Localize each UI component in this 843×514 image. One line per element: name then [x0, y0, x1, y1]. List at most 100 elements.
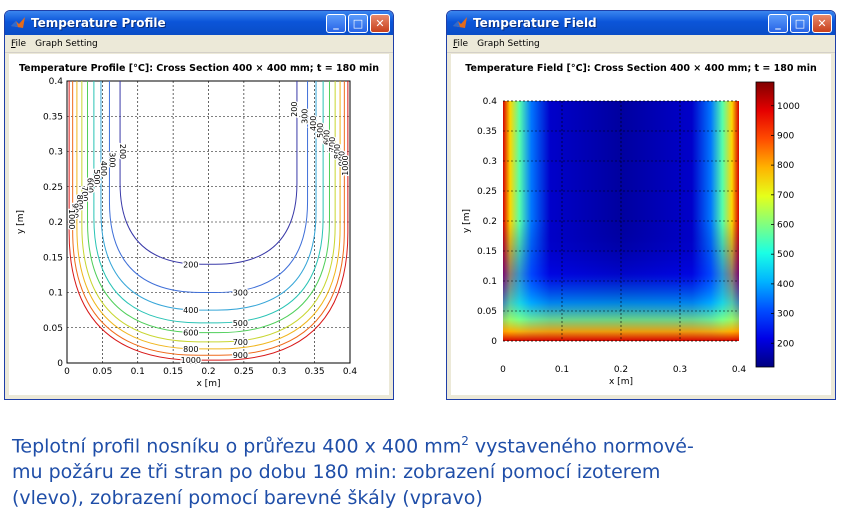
x-tick-label: 0.2	[614, 365, 628, 375]
x-tick-label: 0.2	[201, 367, 215, 377]
colorbar-tick-label: 900	[777, 131, 794, 141]
menu-file[interactable]: File	[453, 38, 469, 49]
y-tick-label: 0.4	[49, 77, 64, 87]
menubar: File Graph Setting	[5, 35, 393, 53]
isotherm-label: 700	[233, 338, 248, 347]
x-tick-label: 0.4	[343, 367, 358, 377]
y-tick-label: 0.25	[477, 187, 497, 197]
x-tick-label: 0.1	[131, 367, 145, 377]
isotherm-label: 600	[322, 130, 331, 145]
close-button[interactable]: ✕	[812, 13, 832, 33]
temperature-field-window[interactable]: Temperature Field _ □ ✕ File Graph Setti…	[446, 10, 836, 400]
isotherm-300	[108, 81, 309, 293]
colorbar-tick-label: 700	[777, 191, 794, 201]
x-tick-label: 0	[64, 367, 70, 377]
isotherm-label: 900	[337, 151, 346, 166]
y-tick-label: 0.05	[43, 324, 63, 334]
y-tick-label: 0.1	[49, 289, 63, 299]
isotherm-label: 300	[233, 289, 248, 298]
y-tick-label: 0.2	[483, 217, 497, 227]
y-tick-label: 0.3	[49, 148, 63, 158]
isotherm-label: 700	[80, 186, 89, 201]
y-tick-label: 0.35	[477, 127, 497, 137]
x-tick-label: 0.4	[732, 365, 747, 375]
isotherm-200	[119, 81, 298, 265]
y-tick-label: 0.15	[477, 247, 497, 257]
close-button[interactable]: ✕	[370, 13, 390, 33]
x-tick-label: 0.05	[92, 367, 112, 377]
window-title: Temperature Field	[473, 16, 597, 30]
y-tick-label: 0.35	[43, 112, 63, 122]
minimize-button[interactable]: _	[326, 13, 346, 33]
contour-plot-area: Temperature Profile [°C]: Cross Section …	[9, 54, 389, 395]
isotherm-800	[76, 81, 341, 350]
isotherm-label: 1000	[181, 356, 201, 365]
y-axis-label: y [m]	[462, 209, 472, 233]
contour-chart: Temperature Profile [°C]: Cross Section …	[16, 63, 379, 389]
x-tick-label: 0.3	[673, 365, 687, 375]
isotherm-label: 900	[71, 203, 80, 218]
x-axis-label: x [m]	[609, 377, 633, 387]
y-tick-label: 0.4	[483, 97, 498, 107]
x-tick-label: 0	[500, 365, 506, 375]
y-axis-label: y [m]	[16, 210, 26, 234]
isotherm-label: 500	[92, 169, 101, 184]
window-title: Temperature Profile	[31, 16, 166, 30]
isotherm-label: 1000	[67, 209, 76, 229]
y-tick-label: 0.05	[477, 307, 497, 317]
heatmap-chart: Temperature Field [°C]: Cross Section 40…	[462, 63, 817, 387]
isotherm-label: 300	[301, 109, 310, 124]
isotherm-label: 600	[86, 178, 95, 193]
isotherm-label: 400	[183, 306, 198, 315]
x-axis-label: x [m]	[197, 379, 221, 389]
isotherm-label: 700	[328, 137, 337, 152]
x-tick-label: 0.3	[272, 367, 286, 377]
y-tick-label: 0.25	[43, 183, 63, 193]
isotherm-900	[72, 81, 345, 356]
x-tick-label: 0.25	[234, 367, 254, 377]
isotherm-label: 200	[290, 102, 299, 117]
x-tick-label: 0.35	[305, 367, 325, 377]
isotherm-label: 800	[75, 195, 84, 210]
isotherm-label: 300	[107, 152, 116, 167]
menu-graph-setting[interactable]: Graph Setting	[35, 38, 98, 49]
x-tick-label: 0.15	[163, 367, 183, 377]
colorbar-tick-label: 500	[777, 250, 794, 260]
isotherm-label: 600	[183, 329, 198, 338]
x-tick-label: 0.1	[555, 365, 569, 375]
menu-file[interactable]: File	[11, 38, 27, 49]
menu-graph-setting[interactable]: Graph Setting	[477, 38, 540, 49]
isotherm-label: 500	[233, 319, 248, 328]
isotherm-label: 200	[183, 260, 198, 269]
matlab-icon	[452, 15, 468, 31]
chart-title: Temperature Field [°C]: Cross Section 40…	[465, 63, 817, 74]
y-tick-label: 0.1	[483, 277, 497, 287]
menubar: File Graph Setting	[447, 35, 835, 53]
y-tick-label: 0.15	[43, 253, 63, 263]
isotherm-label: 1000	[341, 155, 350, 175]
colorbar-tick-label: 300	[777, 310, 794, 320]
colorbar-tick-label: 400	[777, 280, 794, 290]
caption-line-2: mu požáru ze tři stran po dobu 180 min: …	[12, 461, 661, 484]
minimize-button[interactable]: _	[768, 13, 788, 33]
titlebar[interactable]: Temperature Profile _ □ ✕	[5, 11, 393, 35]
caption-line-3: (vlevo), zobrazení pomocí barevné škály …	[12, 487, 483, 510]
y-tick-label: 0.2	[49, 218, 63, 228]
isotherm-700	[81, 81, 336, 343]
heatmap-plot-area: Temperature Field [°C]: Cross Section 40…	[451, 54, 831, 395]
colorbar-tick-label: 600	[777, 221, 794, 231]
isotherm-400	[100, 81, 317, 311]
temperature-profile-window[interactable]: Temperature Profile _ □ ✕ File Graph Set…	[4, 10, 394, 400]
isotherm-label: 900	[233, 351, 248, 360]
maximize-button[interactable]: □	[348, 13, 368, 33]
isotherm-1000	[68, 81, 349, 361]
y-tick-label: 0	[491, 337, 497, 347]
colorbar-tick-label: 800	[777, 161, 794, 171]
maximize-button[interactable]: □	[790, 13, 810, 33]
isotherm-500	[93, 81, 324, 324]
isotherm-label: 800	[333, 144, 342, 159]
isotherm-600	[87, 81, 330, 334]
matlab-icon	[10, 15, 26, 31]
titlebar[interactable]: Temperature Field _ □ ✕	[447, 11, 835, 35]
isotherm-label: 800	[183, 345, 198, 354]
